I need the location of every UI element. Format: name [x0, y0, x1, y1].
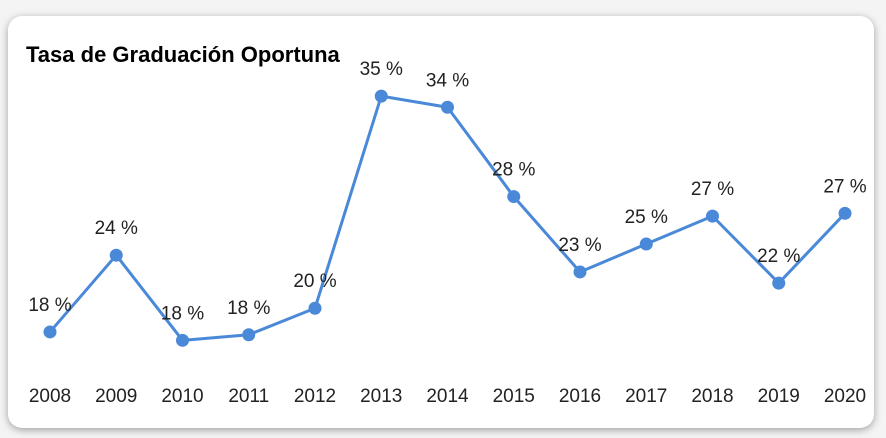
x-tick-label: 2015 — [493, 386, 535, 407]
chart-title: Tasa de Graduación Oportuna — [26, 42, 341, 67]
point — [374, 89, 388, 103]
point — [639, 237, 653, 251]
point — [507, 190, 521, 204]
point — [43, 325, 57, 339]
x-tick-label: 2008 — [29, 386, 71, 407]
point — [838, 206, 852, 220]
x-tick-label: 2017 — [625, 386, 667, 407]
data-label: 23 % — [558, 235, 601, 256]
point — [573, 265, 587, 279]
data-label: 18 % — [161, 303, 204, 324]
point — [308, 301, 322, 315]
x-tick-label: 2014 — [426, 386, 469, 407]
data-label: 20 % — [293, 271, 336, 292]
data-label: 18 % — [28, 295, 71, 316]
x-tick-label: 2012 — [294, 386, 336, 407]
x-tick-label: 2009 — [95, 386, 137, 407]
x-tick-label: 2016 — [559, 386, 601, 407]
point — [242, 328, 256, 342]
data-label: 24 % — [95, 218, 138, 239]
x-tick-label: 2019 — [758, 386, 800, 407]
data-label: 28 % — [492, 160, 535, 181]
x-tick-label: 2018 — [691, 386, 733, 407]
data-label: 22 % — [757, 246, 800, 267]
x-tick-label: 2020 — [824, 386, 866, 407]
x-tick-label: 2010 — [161, 386, 203, 407]
data-label: 25 % — [625, 207, 668, 228]
data-label: 27 % — [823, 176, 866, 197]
x-tick-label: 2011 — [228, 386, 269, 407]
point — [109, 248, 123, 262]
data-label: 35 % — [360, 59, 403, 80]
data-label: 27 % — [691, 179, 734, 200]
point — [441, 100, 454, 114]
point — [706, 209, 719, 223]
card — [8, 16, 874, 428]
x-tick-label: 2013 — [360, 386, 402, 407]
data-label: 34 % — [426, 70, 469, 91]
data-label: 18 % — [227, 298, 270, 319]
point — [176, 333, 189, 347]
point — [772, 276, 786, 290]
